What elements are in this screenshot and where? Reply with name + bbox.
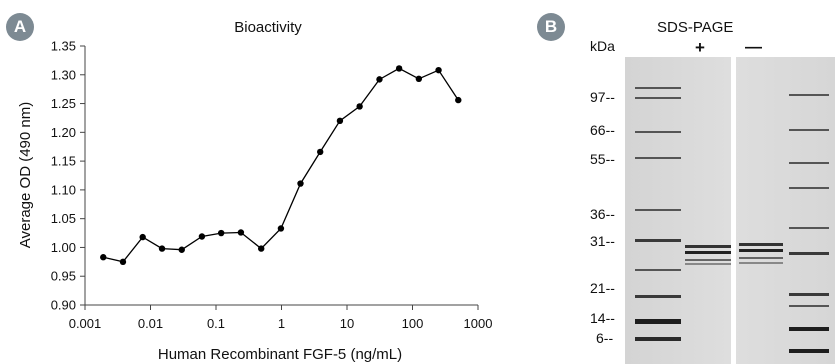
- y-tick-label: 1.35: [51, 39, 76, 54]
- data-point: [297, 180, 304, 187]
- y-tick-label: 1.20: [51, 125, 76, 140]
- data-point: [376, 76, 383, 83]
- x-tick-label: 1: [278, 316, 285, 331]
- lane-minus-bands: [739, 243, 783, 264]
- x-tick-label: 0.1: [207, 316, 225, 331]
- gel-divider: [731, 57, 736, 364]
- y-tick-label: 1.00: [51, 240, 76, 255]
- sds-page-title: SDS-PAGE: [657, 19, 734, 36]
- panel-a-badge: A: [6, 13, 34, 41]
- marker-label: 36--: [590, 206, 615, 222]
- series-line: [103, 67, 459, 263]
- lane-minus-label: —: [745, 37, 762, 56]
- chart-series: [100, 65, 462, 266]
- marker-label: 21--: [590, 280, 615, 296]
- y-tick-label: 1.25: [51, 96, 76, 111]
- kda-label: kDa: [590, 38, 615, 54]
- ladder-lane-left: [635, 87, 681, 341]
- gel-image: [625, 57, 835, 364]
- x-tick-label: 100: [402, 316, 424, 331]
- y-tick-label: 0.90: [51, 298, 76, 313]
- marker-label: 55--: [590, 151, 615, 167]
- marker-label: 14--: [590, 310, 615, 326]
- chart-title: Bioactivity: [234, 19, 302, 36]
- lane-plus-label: +: [695, 38, 705, 57]
- x-tick-label: 10: [340, 316, 354, 331]
- data-point: [258, 245, 265, 252]
- data-point: [139, 233, 146, 241]
- marker-label: 6--: [596, 330, 614, 346]
- data-point: [415, 75, 423, 83]
- marker-label: 66--: [590, 122, 615, 138]
- x-axis-label: Human Recombinant FGF-5 (ng/mL): [158, 346, 402, 363]
- y-tick-label: 0.95: [51, 269, 76, 284]
- data-point: [119, 258, 127, 266]
- panel-b-badge: B: [537, 13, 565, 41]
- data-point: [158, 245, 166, 252]
- data-point: [356, 103, 363, 110]
- x-tick-label: 0.001: [69, 316, 102, 331]
- data-point: [178, 246, 185, 253]
- data-point: [100, 254, 107, 261]
- y-tick-label: 1.15: [51, 154, 76, 169]
- y-tick-label: 1.05: [51, 211, 76, 226]
- data-point: [435, 66, 442, 74]
- marker-label: 97--: [590, 89, 615, 105]
- ladder-lane-right: [789, 94, 829, 353]
- marker-label: 31--: [590, 233, 615, 249]
- data-point: [237, 229, 245, 236]
- y-axis-label: Average OD (490 nm): [17, 102, 34, 248]
- data-point: [395, 65, 403, 72]
- data-point: [336, 117, 344, 125]
- chart-axes: [84, 46, 478, 306]
- x-tick-label: 1000: [464, 316, 493, 331]
- data-point: [455, 96, 462, 104]
- data-point: [198, 233, 206, 240]
- y-tick-label: 1.30: [51, 67, 76, 82]
- data-point: [277, 225, 285, 232]
- data-point: [217, 229, 225, 237]
- lane-plus-bands: [685, 245, 731, 265]
- data-point: [317, 148, 324, 156]
- x-tick-label: 0.01: [138, 316, 163, 331]
- y-tick-label: 1.10: [51, 182, 76, 197]
- chart-ticks: 0.90 0.95 1.00 1.05 1.10 1.15 1.20 1.25 1.30 1.35…: [51, 39, 493, 332]
- bioactivity-chart: Bioactivity 0.90 0.95 1.00 1.05 1.10 1.15 1.20…: [17, 19, 493, 363]
